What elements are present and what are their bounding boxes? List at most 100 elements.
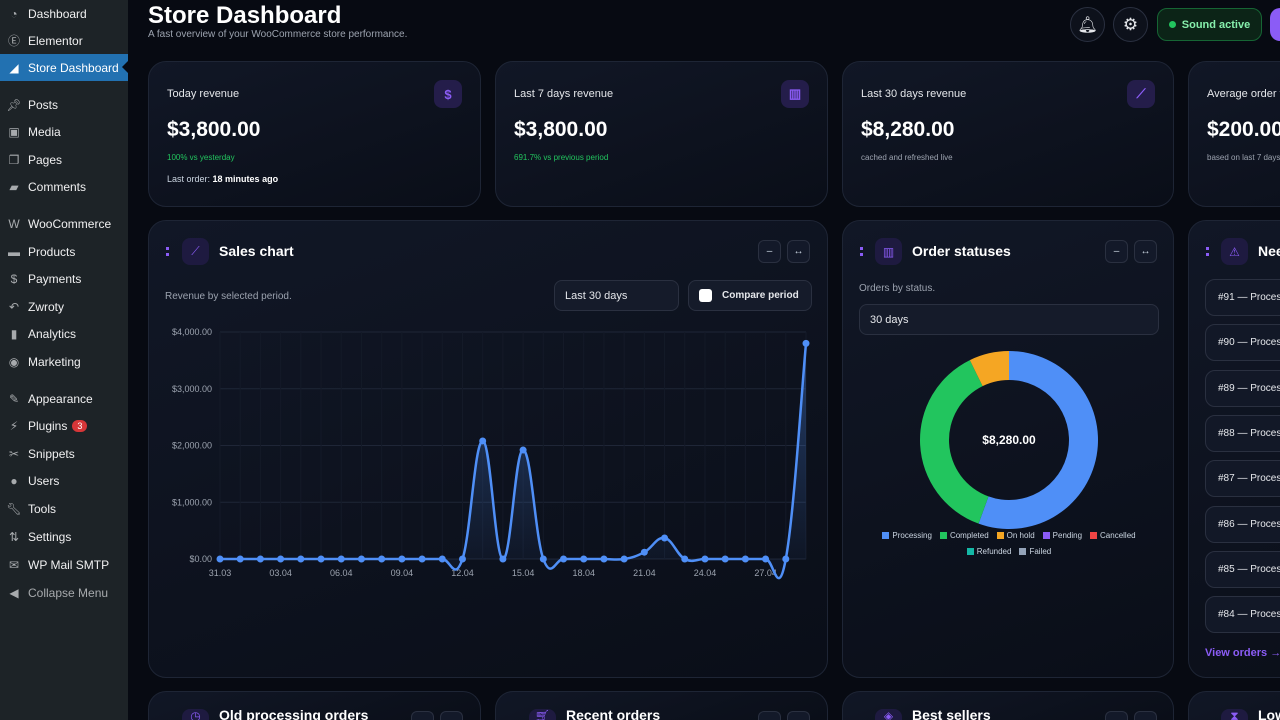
attention-order-item[interactable]: #90 — Processing: [1205, 324, 1280, 362]
sidebar-item-label: Media: [28, 124, 61, 139]
drag-handle-icon[interactable]: [166, 247, 169, 256]
sidebar-item-woocommerce[interactable]: W WooCommerce: [0, 210, 128, 237]
expand-width-button[interactable]: [1134, 711, 1157, 720]
expand-width-button[interactable]: ↔: [1134, 240, 1157, 263]
attention-order-item[interactable]: #87 — Processing: [1205, 460, 1280, 498]
legend-item[interactable]: Completed: [939, 531, 989, 540]
drag-handle-icon[interactable]: [860, 247, 863, 256]
data-point: [701, 555, 709, 563]
attention-order-item[interactable]: #91 — Processing: [1205, 279, 1280, 316]
data-point: [661, 534, 669, 542]
line-chart-icon: ⟋: [1127, 80, 1155, 108]
sidebar-item-pages[interactable]: ❐ Pages: [0, 146, 128, 173]
x-tick-label: 09.04: [391, 568, 414, 578]
notifications-button[interactable]: 🔔︎: [1070, 7, 1105, 42]
attention-order-item[interactable]: #88 — Processing: [1205, 414, 1280, 452]
sidebar-item-payments[interactable]: $ Payments: [0, 265, 128, 292]
sidebar-item-elementor[interactable]: Ⓔ Elementor: [0, 27, 128, 54]
donut-slice-completed[interactable]: [920, 360, 989, 524]
x-tick-label: 31.03: [209, 568, 232, 578]
sidebar-item-analytics[interactable]: ▮ Analytics: [0, 320, 128, 347]
sidebar-item-media[interactable]: ▣ Media: [0, 118, 128, 145]
sidebar-item-zwroty[interactable]: ↶ Zwroty: [0, 293, 128, 320]
sidebar-item-label: Settings: [28, 529, 72, 544]
sidebar-item-label: Elementor: [28, 33, 83, 48]
sidebar-item-dashboard[interactable]: ◔ Dashboard: [0, 0, 128, 27]
attention-order-item[interactable]: #85 — Processing: [1205, 550, 1280, 588]
bars-icon: ▮: [10, 326, 18, 341]
megaphone-icon: ◉: [8, 354, 20, 369]
compare-period-checkbox[interactable]: Compare period: [688, 280, 812, 311]
sidebar-item-label: Store Dashboard: [28, 60, 119, 75]
elementor-icon: Ⓔ: [7, 34, 20, 48]
collapse-button[interactable]: [758, 711, 781, 720]
status-period-select[interactable]: 30 days: [859, 304, 1159, 335]
sidebar-item-posts[interactable]: 📌︎ Posts: [0, 91, 128, 118]
attention-order-item[interactable]: #86 — Processing: [1205, 505, 1280, 543]
sidebar-item-plugins[interactable]: ⚡︎ Plugins 3: [0, 412, 128, 439]
donut-slice-on-hold[interactable]: [969, 351, 1009, 387]
warning-icon: ⚠: [1221, 238, 1248, 265]
donut-slice-processing[interactable]: [978, 351, 1098, 529]
sidebar-item-label: Dashboard: [28, 6, 87, 21]
main-content: Store Dashboard A fast overview of your …: [128, 0, 1280, 720]
sidebar-item-snippets[interactable]: ✂ Snippets: [0, 440, 128, 467]
data-point: [216, 555, 224, 563]
stat-note: cached and refreshed live: [861, 153, 953, 162]
media-icon: ▣: [8, 124, 20, 139]
donut-center-total: $8,280.00: [982, 433, 1036, 447]
card-title: Sales chart: [219, 243, 294, 259]
sidebar-item-store-dashboard[interactable]: ◢ Store Dashboard: [0, 54, 128, 81]
scissors-icon: ✂: [8, 446, 20, 461]
collapse-button[interactable]: [411, 711, 434, 720]
sidebar-item-collapse-menu[interactable]: ◀ Collapse Menu: [0, 579, 128, 606]
sidebar-item-products[interactable]: ▬ Products: [0, 238, 128, 265]
woo-icon: W: [8, 216, 20, 231]
legend-item[interactable]: On hold: [996, 531, 1035, 540]
sidebar-item-comments[interactable]: ▰ Comments: [0, 173, 128, 200]
primary-action-button[interactable]: [1270, 8, 1280, 41]
legend-item[interactable]: Cancelled: [1090, 531, 1136, 540]
sidebar-item-marketing[interactable]: ◉ Marketing: [0, 348, 128, 375]
collapse-button[interactable]: –: [758, 240, 781, 263]
settings-button[interactable]: ⚙︎: [1113, 7, 1148, 42]
collapse-button[interactable]: –: [1105, 240, 1128, 263]
sidebar-item-label: Marketing: [28, 354, 81, 369]
legend-item[interactable]: Processing: [882, 531, 932, 540]
stat-label: Last 30 days revenue: [861, 88, 967, 100]
sidebar-item-wp-mail-smtp[interactable]: ✉ WP Mail SMTP: [0, 551, 128, 578]
sidebar-item-label: Appearance: [28, 391, 93, 406]
data-point: [762, 555, 770, 563]
legend-item[interactable]: Refunded: [966, 547, 1011, 556]
data-point: [418, 555, 426, 563]
x-tick-label: 24.04: [694, 568, 717, 578]
sound-toggle[interactable]: Sound active: [1157, 8, 1262, 41]
collapse-button[interactable]: [1105, 711, 1128, 720]
sidebar-item-label: Users: [28, 473, 60, 488]
data-point: [479, 437, 487, 445]
legend-item[interactable]: Failed: [1019, 547, 1051, 556]
collapse-icon: ◀: [9, 585, 19, 600]
stat-value: $200.00: [1207, 118, 1280, 141]
sidebar-item-settings[interactable]: ⇅ Settings: [0, 523, 128, 550]
period-select[interactable]: Last 30 days: [554, 280, 679, 311]
view-orders-link[interactable]: View orders →: [1205, 647, 1280, 659]
pin-icon: 📌︎: [6, 97, 22, 112]
data-point: [499, 555, 507, 563]
attention-order-item[interactable]: #89 — Processing: [1205, 369, 1280, 407]
drag-handle-icon[interactable]: [1206, 247, 1209, 256]
cart-icon: 🛒︎: [529, 709, 556, 720]
expand-width-button[interactable]: [787, 711, 810, 720]
y-tick-label: $0.00: [189, 554, 212, 564]
x-tick-label: 12.04: [451, 568, 474, 578]
legend-item[interactable]: Pending: [1042, 531, 1082, 540]
expand-width-button[interactable]: ↔: [787, 240, 810, 263]
expand-width-button[interactable]: [440, 711, 463, 720]
sidebar-item-appearance[interactable]: ✎ Appearance: [0, 385, 128, 412]
sidebar-item-users[interactable]: ● Users: [0, 467, 128, 494]
comment-icon: ▰: [9, 179, 19, 194]
sidebar-item-tools[interactable]: 🔧︎ Tools: [0, 495, 128, 522]
x-tick-label: 27.04: [754, 568, 777, 578]
attention-order-item[interactable]: #84 — Processing: [1205, 596, 1280, 634]
sidebar-item-label: Analytics: [28, 326, 77, 341]
